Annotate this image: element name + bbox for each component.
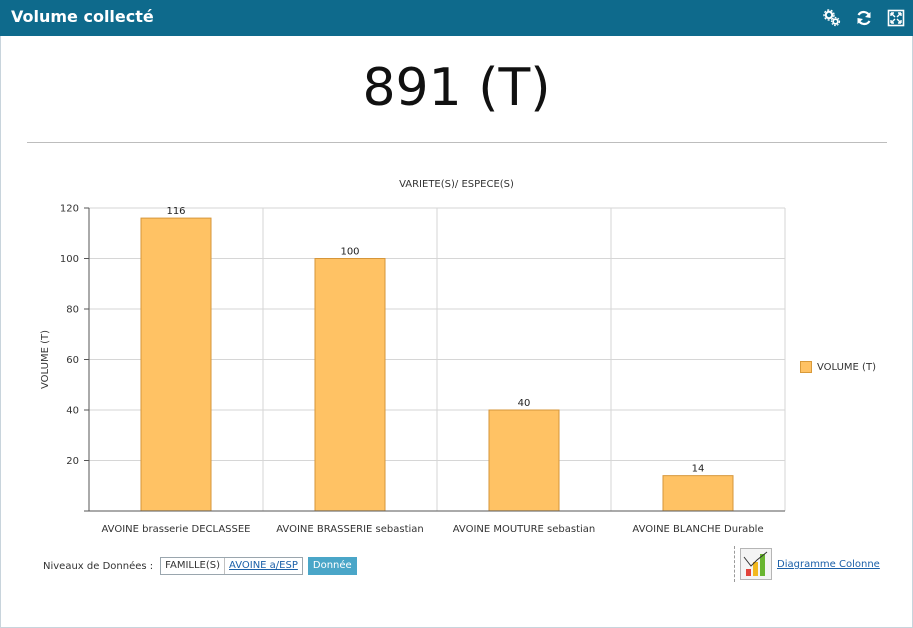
bar	[662, 475, 734, 512]
title-bar: Volume collecté	[0, 0, 913, 36]
settings-cogs-icon[interactable]	[823, 9, 841, 27]
chart-bars	[140, 217, 734, 512]
level-avoine-link[interactable]: AVOINE a/ESP	[224, 558, 302, 574]
level-famille[interactable]: FAMILLE(S)	[165, 560, 221, 571]
bar	[314, 258, 386, 512]
data-levels-label: Niveaux de Données :	[43, 560, 154, 572]
data-levels-breadcrumb: FAMILLE(S) AVOINE a/ESP	[160, 557, 303, 575]
bar-value-label: 100	[340, 247, 359, 258]
chart-labels: 116 AVOINE brasserie DECLASSEE 100 AVOINE B…	[101, 206, 763, 535]
chart-legend: VOLUME (T)	[800, 361, 876, 373]
chart-type-link[interactable]: Diagramme Colonne	[777, 558, 880, 570]
category-label: AVOINE brasserie DECLASSEE	[101, 524, 250, 535]
bar	[488, 409, 560, 512]
bar-value-label: 116	[166, 206, 185, 217]
y-tick-label: 60	[66, 355, 79, 366]
chart-type-switch: Diagramme Colonne	[734, 546, 880, 582]
legend-label: VOLUME (T)	[817, 361, 876, 373]
y-tick-label: 120	[60, 204, 79, 215]
y-tick-label: 40	[66, 406, 79, 417]
chart-axes: 20 40 60 80 100 120 VOLUME (T)	[40, 204, 785, 512]
data-levels: Niveaux de Données : FAMILLE(S) AVOINE a…	[43, 557, 357, 575]
bar-value-label: 40	[518, 398, 531, 409]
category-label: AVOINE MOUTURE sebastian	[453, 524, 596, 535]
category-label: AVOINE BLANCHE Durable	[632, 524, 763, 535]
y-axis-title: VOLUME (T)	[40, 330, 51, 389]
legend-swatch	[800, 361, 812, 373]
y-tick-label: 20	[66, 456, 79, 467]
divider	[27, 142, 887, 143]
column-chart-icon[interactable]	[740, 548, 772, 580]
widget-title: Volume collecté	[11, 7, 154, 26]
y-tick-label: 100	[60, 254, 79, 265]
bar	[140, 217, 212, 512]
category-label: AVOINE BRASSERIE sebastian	[276, 524, 424, 535]
y-tick-label: 80	[66, 305, 79, 316]
fullscreen-icon[interactable]	[887, 9, 905, 27]
refresh-icon[interactable]	[855, 9, 873, 27]
chart-title: VARIETE(S)/ ESPECE(S)	[399, 179, 514, 190]
kpi-value: 891 (T)	[362, 58, 551, 118]
level-donnee-button[interactable]: Donnée	[307, 557, 357, 575]
bar-value-label: 14	[692, 464, 705, 475]
